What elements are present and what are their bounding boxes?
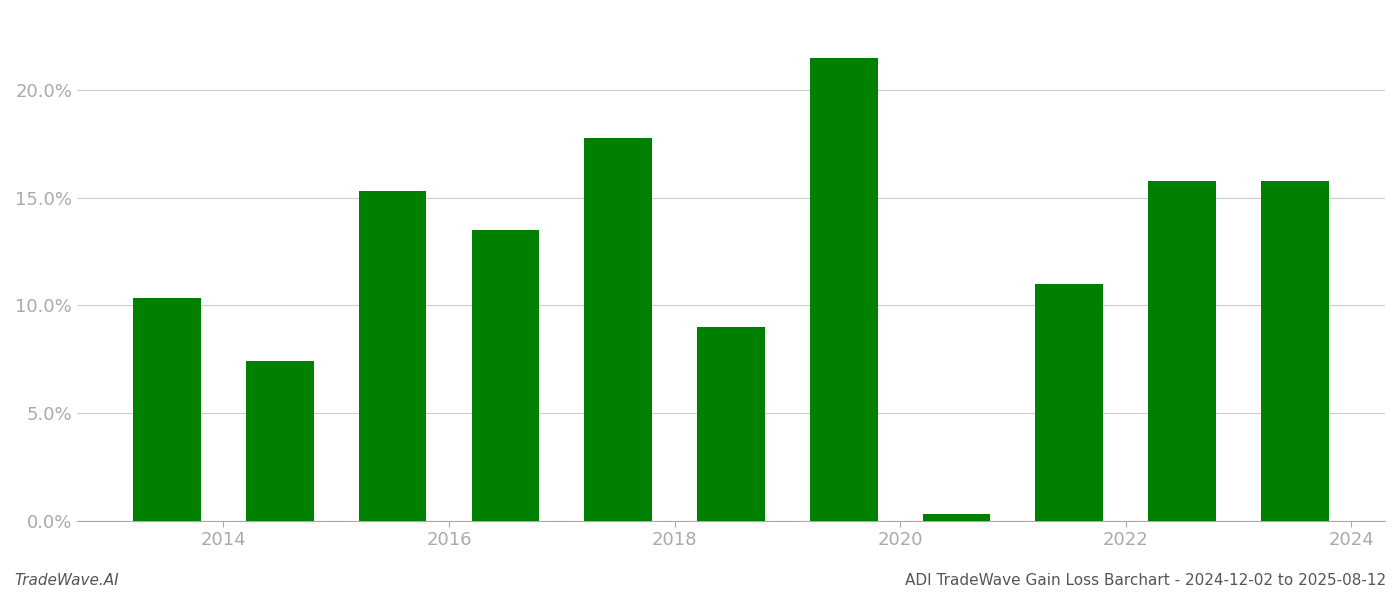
Bar: [1148, 181, 1215, 521]
Bar: [246, 361, 314, 521]
Bar: [923, 514, 990, 521]
Bar: [584, 137, 652, 521]
Bar: [1261, 181, 1329, 521]
Bar: [809, 58, 878, 521]
Bar: [697, 327, 764, 521]
Bar: [472, 230, 539, 521]
Bar: [133, 298, 202, 521]
Bar: [358, 191, 427, 521]
Bar: [1036, 284, 1103, 521]
Text: TradeWave.AI: TradeWave.AI: [14, 573, 119, 588]
Text: ADI TradeWave Gain Loss Barchart - 2024-12-02 to 2025-08-12: ADI TradeWave Gain Loss Barchart - 2024-…: [904, 573, 1386, 588]
